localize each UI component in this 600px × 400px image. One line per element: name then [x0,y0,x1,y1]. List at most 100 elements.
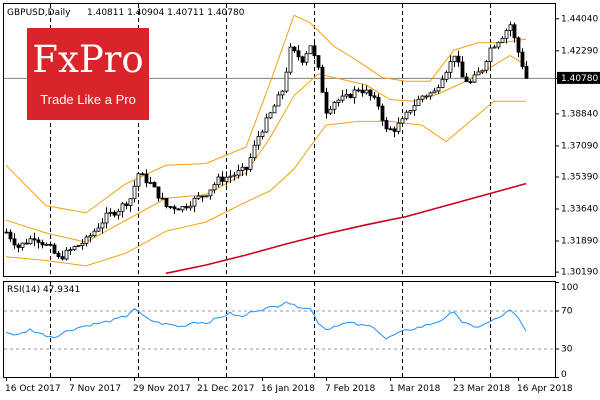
rsi-tick-label: 70 [561,307,573,317]
candle-body [64,249,69,260]
candle-body [176,208,181,211]
candle-body [52,244,57,254]
candle-body [244,166,249,170]
rsi-tick-label: 100 [561,283,578,293]
candle-body [36,239,41,243]
candle-body [20,242,25,248]
candle-body [324,91,329,114]
candle-body [444,71,449,80]
candle-body [360,89,365,94]
time-tick-label: 7 Nov 2017 [69,384,121,394]
candle-body [384,120,389,130]
candle-body [488,47,493,62]
candle-body [192,197,197,207]
price-tick-label: 1.30190 [561,268,598,278]
candle-body [308,45,313,55]
rsi-line [5,301,527,340]
rsi-vertical-grid [50,282,491,377]
candle-body [100,222,105,229]
candle-body [60,256,65,260]
candle-body [392,128,397,132]
time-tick-label: 7 Feb 2018 [325,384,376,394]
candle-body [372,95,377,98]
price-tick-label: 1.38840 [561,109,598,119]
logo-tagline: Trade Like a Pro [40,92,136,107]
candle-body [288,46,293,73]
candle-body [280,90,285,96]
candle-body [428,92,433,97]
rsi-tick-label: 30 [561,345,573,355]
candle-body [400,118,405,124]
candle-body [328,108,333,114]
candle-body [8,231,13,240]
candle-body [336,99,341,103]
price-panel-frame [3,3,556,277]
candle-body [68,249,73,252]
candle-body [316,55,321,68]
candle-body [352,89,357,99]
candle-body [200,195,205,198]
price-axis: 1.44040 1.42290 1.38840 1.37090 1.35390 1.336… [555,14,600,278]
price-tick-label: 1.44040 [561,14,598,24]
candle-body [92,230,97,237]
candle-body [404,111,409,120]
chart-header-symbol: GBPUSD,Daily [7,8,71,18]
candle-body [356,89,361,92]
time-tick-label: 16 Oct 2017 [5,384,61,394]
candle-body [500,37,505,43]
candle-body [196,195,201,199]
time-tick-label: 23 Mar 2018 [453,384,510,394]
candle-body [420,95,425,100]
candle-body [260,131,265,137]
candle-body [440,78,445,88]
time-axis: 16 Oct 2017 7 Nov 2017 29 Nov 2017 21 Dec 2… [5,377,573,394]
price-tick-label: 1.42290 [561,46,598,56]
candle-body [320,66,325,93]
candle-body [12,238,17,246]
candle-body [344,93,349,97]
candle-body [376,96,381,107]
price-tick-label: 1.33640 [561,205,598,215]
bollinger-lower-line [5,100,526,267]
candle-body [348,93,353,99]
candle-body [160,197,165,200]
candle-body [272,105,277,114]
candle-body [208,189,213,197]
candle-body [24,242,29,245]
moving-average-200-line [165,182,527,275]
candle-body [104,212,109,224]
candle-body [292,46,297,52]
candle-body [76,245,81,247]
candle-body [56,252,61,258]
candle-body [188,205,193,209]
candle-body [300,56,305,63]
rsi-title: RSI(14) 47.9341 [7,285,80,295]
logo-brand: FxPro [32,38,144,81]
candle-body [380,105,385,121]
candle-body [144,173,149,184]
candle-body [264,117,269,133]
candle-body [44,243,49,246]
candle-body [396,122,401,132]
rsi-tick-label: 0 [561,370,567,380]
candle-body [248,157,253,170]
candle-body [136,173,141,187]
candle-body [476,71,481,76]
candle-body [224,176,229,182]
candle-body [508,24,513,32]
candle-body [512,24,517,39]
candle-body [252,144,257,159]
candle-body [408,110,413,113]
candle-body [32,238,37,241]
candle-body [492,46,497,49]
candle-body [124,203,129,206]
candle-body [164,197,169,207]
candle-body [88,235,93,238]
candle-body [48,243,53,246]
candle-body [484,61,489,71]
candle-body [368,89,373,97]
candle-body [184,206,189,209]
candle-body [128,198,133,206]
candle-body [112,211,117,216]
candle-body [168,206,173,208]
